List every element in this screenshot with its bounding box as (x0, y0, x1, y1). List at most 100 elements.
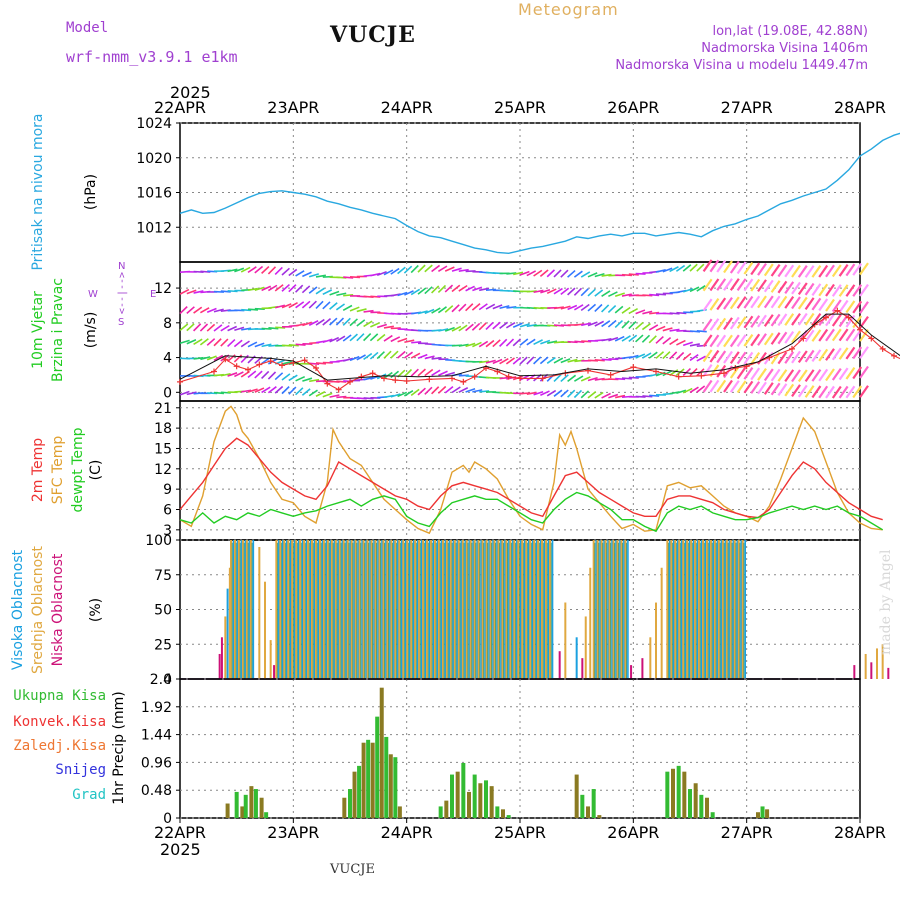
wind-barb (709, 379, 720, 393)
precip-bar (361, 742, 366, 818)
wind-barb (825, 283, 835, 297)
wind-barb (797, 312, 808, 326)
wind-barb (784, 281, 795, 294)
wind-barb (267, 386, 277, 394)
x-tick-label-top: 25APR (494, 98, 546, 117)
precip-bar (710, 812, 715, 818)
wind-barb (213, 338, 222, 347)
wind-barb (825, 298, 835, 312)
wind-barb (329, 336, 340, 343)
wind-barb (723, 334, 733, 348)
wind-barb (295, 301, 305, 309)
wind-barb (804, 369, 815, 382)
x-tick-label-top: 27APR (721, 98, 773, 117)
wind-barb (648, 335, 657, 344)
wind-barb (241, 327, 252, 331)
wind-barb (723, 350, 733, 364)
wind-barb (540, 288, 551, 294)
wind-barb (186, 306, 195, 314)
wind-barb (200, 356, 211, 361)
cloud-ytick-label: 50 (154, 603, 172, 619)
wind-barb (587, 376, 598, 382)
wind-barb (472, 286, 483, 292)
wind-barb (403, 265, 413, 274)
wind-barb (736, 351, 747, 365)
wind-barb (275, 326, 286, 329)
wind-barb (417, 287, 427, 295)
wind-barb (179, 323, 189, 331)
pressure-line (179, 132, 900, 255)
wind-barb (206, 307, 217, 314)
temperature-ytick-label: 18 (154, 421, 172, 437)
wind-barb (682, 341, 693, 347)
wind-barb (322, 301, 331, 310)
precip-bar (665, 771, 670, 818)
wind-barb (526, 391, 537, 395)
wind-barb (845, 366, 856, 380)
temperature-ytick-label: 3 (163, 523, 172, 539)
wind-speed-point (653, 368, 659, 375)
wind-speed-point (517, 375, 523, 382)
precip-ytick-label: 0.96 (141, 755, 172, 771)
wind-barb (329, 394, 340, 398)
wind-barb (186, 323, 195, 332)
wind-barb (519, 356, 528, 365)
wind-barb (376, 271, 387, 276)
precip-bar (249, 786, 254, 818)
wind-barb (580, 303, 590, 312)
wind-barb (845, 300, 856, 314)
wind-barb (614, 292, 625, 297)
wind-barb (702, 379, 713, 393)
wind-barb (649, 394, 660, 397)
wind-barb (213, 391, 225, 395)
wind-barb (818, 264, 829, 278)
wind-barb (628, 320, 637, 330)
wind-barb (546, 356, 556, 364)
wind-barb (770, 295, 781, 309)
wind-barb (845, 284, 856, 297)
wind-barb (669, 328, 680, 332)
wind-barb (472, 389, 483, 393)
wind-barb (560, 287, 570, 296)
lonlat-label: lon,lat (19.08E, 42.88N) (712, 24, 868, 39)
wind-barb (702, 334, 713, 348)
wind-barb (723, 296, 733, 310)
wind-barb (301, 285, 311, 294)
precip-bar (240, 806, 245, 818)
wind-barb (736, 380, 747, 394)
wind-speed-point (698, 372, 705, 379)
precip-bar (243, 794, 248, 818)
wind-barb (369, 351, 379, 360)
credit-label: made by Angel (878, 549, 894, 656)
wind-barb (451, 284, 461, 293)
wind-barb (804, 349, 815, 363)
wind-barb (383, 350, 392, 359)
pressure-label: Pritisak na nivou mora (30, 113, 46, 270)
temperature-ytick-label: 12 (154, 462, 172, 478)
wind-barb (587, 321, 598, 327)
wind-barb (546, 269, 556, 278)
precip-bar (760, 806, 765, 818)
precip-bar (357, 765, 362, 818)
wind-barb (471, 303, 481, 311)
pressure-ytick-label: 1024 (136, 116, 172, 132)
wind-barb (601, 290, 611, 297)
wind-barb (390, 327, 401, 330)
wind-barb (560, 374, 569, 383)
wind-speed-point (471, 373, 478, 380)
wind-barb (540, 390, 550, 396)
wind-barb (349, 318, 358, 327)
wind-barb (642, 310, 653, 315)
wind-barb (757, 279, 767, 292)
wind-barb (608, 336, 619, 342)
wind-barb (417, 310, 428, 315)
wind-speed-point (675, 373, 682, 380)
wind-barb (804, 329, 815, 343)
wind-barb (702, 278, 713, 292)
wind-barb (370, 322, 380, 328)
wind-barb (642, 395, 653, 398)
precip-bar (388, 754, 393, 818)
pressure-unit: (hPa) (83, 174, 99, 210)
wind-barb (560, 269, 569, 278)
wind-barb (383, 269, 394, 276)
